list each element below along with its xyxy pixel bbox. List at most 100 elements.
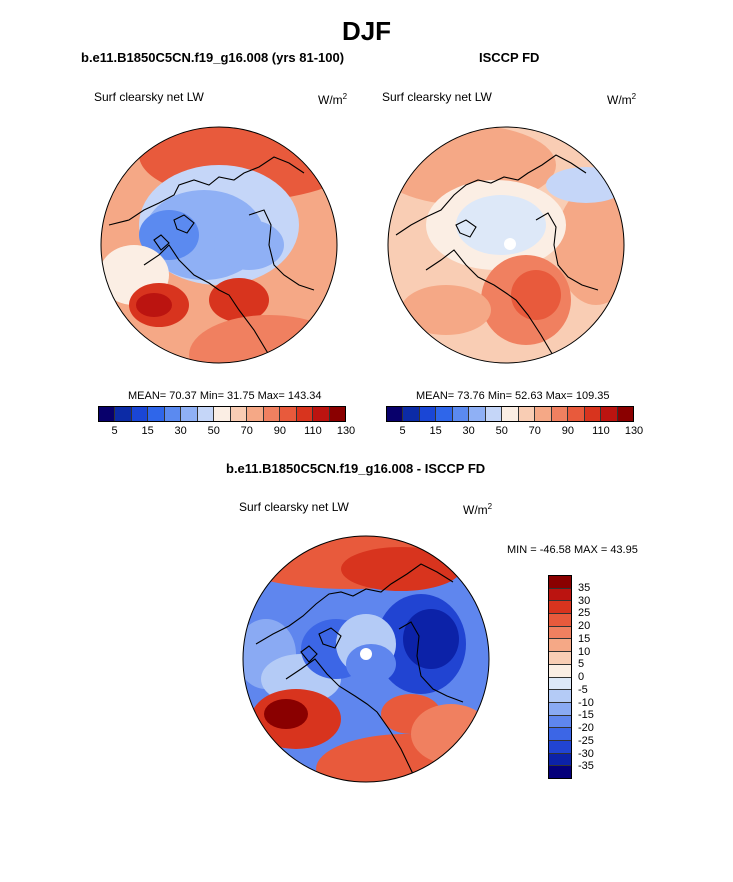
diff-colorbar-swatch — [549, 752, 571, 766]
obs-colorbar-swatch — [501, 407, 518, 421]
diff-colorbar-swatch — [549, 714, 571, 728]
diff-case-title: b.e11.B1850C5CN.f19_g16.008 - ISCCP FD — [226, 461, 486, 476]
model-colorbar-swatch — [180, 407, 197, 421]
model-colorbar-swatch — [262, 407, 280, 421]
diff-colorbar-swatch — [549, 701, 571, 715]
obs-variable-label: Surf clearsky net LW — [382, 90, 492, 104]
model-units: W/m2 — [318, 92, 348, 107]
model-colorbar-tick-label: 30 — [174, 425, 187, 437]
obs-colorbar-swatch — [600, 407, 617, 421]
model-colorbar: 5 15 30 50 70 90 110 130 — [98, 406, 355, 437]
model-colorbar-swatches — [98, 406, 346, 422]
model-colorbar-swatch — [99, 407, 115, 421]
diff-colorbar-swatch — [549, 663, 571, 677]
obs-colorbar-swatch — [550, 407, 568, 421]
obs-colorbar-swatch — [484, 407, 502, 421]
diff-variable-label: Surf clearsky net LW — [239, 500, 349, 514]
model-colorbar-swatch — [196, 407, 214, 421]
model-colorbar-swatch — [246, 407, 263, 421]
obs-colorbar-tick-label: 70 — [528, 425, 541, 437]
model-colorbar-swatch — [213, 407, 230, 421]
obs-colorbar: 5 15 30 50 70 90 110 130 — [386, 406, 643, 437]
model-colorbar-swatch — [163, 407, 181, 421]
obs-stats: MEAN= 73.76 Min= 52.63 Max= 109.35 — [416, 390, 610, 402]
diff-colorbar-tick-label: 20 — [578, 620, 591, 632]
diff-colorbar-tick-label: -15 — [578, 709, 594, 722]
diff-colorbar-tick-label: -10 — [578, 696, 594, 709]
model-stats: MEAN= 70.37 Min= 31.75 Max= 143.34 — [128, 390, 322, 402]
obs-colorbar-tick-label: 5 — [399, 425, 406, 437]
model-colorbar-swatch — [295, 407, 313, 421]
diff-colorbar-tick-label: -20 — [578, 722, 594, 734]
obs-colorbar-swatch — [567, 407, 584, 421]
obs-polar-map — [387, 126, 625, 364]
model-colorbar-swatch — [312, 407, 329, 421]
diff-colorbar-tick-label: 30 — [578, 594, 591, 607]
diff-colorbar-tick-label: -5 — [578, 683, 588, 696]
obs-colorbar-tick-label: 30 — [462, 425, 475, 437]
diff-colorbar-swatch — [549, 676, 571, 690]
diff-polar-map — [242, 535, 490, 783]
obs-colorbar-swatch — [387, 407, 403, 421]
obs-case-title: ISCCP FD — [479, 50, 540, 65]
model-colorbar-swatch — [279, 407, 296, 421]
obs-units: W/m2 — [607, 92, 637, 107]
model-colorbar-tick-label: 90 — [273, 425, 286, 437]
obs-colorbar-swatch — [616, 407, 634, 421]
diff-colorbar-tick-label: 25 — [578, 607, 591, 620]
diff-colorbar-swatch — [549, 689, 571, 702]
obs-colorbar-ticks: 5 15 30 50 70 90 110 130 — [386, 422, 643, 437]
diff-colorbar-swatch — [549, 739, 571, 753]
diff-colorbar-swatch — [549, 587, 571, 601]
diff-colorbar-swatch — [549, 600, 571, 614]
diff-colorbar-swatch — [549, 625, 571, 639]
diff-colorbar-tick-label: -35 — [578, 760, 594, 773]
obs-colorbar-swatch — [534, 407, 551, 421]
model-colorbar-swatch — [130, 407, 148, 421]
diff-stats: MIN = -46.58 MAX = 43.95 — [507, 544, 638, 556]
obs-colorbar-tick-label: 130 — [624, 425, 644, 437]
diff-colorbar-swatch — [549, 727, 571, 740]
diff-colorbar-swatches — [548, 575, 572, 779]
diff-colorbar-tick-label: 0 — [578, 671, 585, 683]
diff-colorbar-tick-label: 5 — [578, 658, 585, 671]
model-colorbar-tick-label: 5 — [111, 425, 118, 437]
obs-colorbar-swatches — [386, 406, 634, 422]
model-colorbar-swatch — [147, 407, 164, 421]
diff-colorbar-ticks: 35 30 25 20 15 10 5 0 -5 -10 -15 -20 -25 -30 -35 — [578, 575, 638, 779]
model-colorbar-tick-label: 50 — [207, 425, 220, 437]
obs-colorbar-tick-label: 110 — [592, 425, 610, 437]
obs-colorbar-swatch — [583, 407, 601, 421]
model-variable-label: Surf clearsky net LW — [94, 90, 204, 104]
model-colorbar-tick-label: 130 — [336, 425, 356, 437]
diff-colorbar — [548, 575, 572, 779]
obs-colorbar-swatch — [468, 407, 485, 421]
obs-colorbar-tick-label: 90 — [561, 425, 574, 437]
diff-colorbar-swatch — [549, 651, 571, 664]
obs-colorbar-swatch — [451, 407, 469, 421]
model-colorbar-ticks: 5 15 30 50 70 90 110 130 — [98, 422, 355, 437]
obs-colorbar-tick-label: 50 — [495, 425, 508, 437]
obs-colorbar-swatch — [517, 407, 535, 421]
diff-colorbar-tick-label: 10 — [578, 645, 591, 658]
diff-colorbar-tick-label: -30 — [578, 747, 594, 760]
figure-title: DJF — [341, 16, 392, 46]
diff-colorbar-swatch — [549, 613, 571, 626]
diff-colorbar-swatch — [549, 576, 571, 588]
obs-colorbar-swatch — [402, 407, 419, 421]
diff-colorbar-tick-label: 35 — [578, 581, 591, 594]
model-case-title: b.e11.B1850C5CN.f19_g16.008 (yrs 81-100) — [81, 50, 345, 65]
diff-colorbar-swatch — [549, 638, 571, 652]
model-polar-map — [100, 126, 338, 364]
model-colorbar-swatch — [229, 407, 247, 421]
model-colorbar-tick-label: 70 — [240, 425, 253, 437]
model-colorbar-swatch — [114, 407, 131, 421]
diff-colorbar-tick-label: -25 — [578, 734, 594, 747]
model-colorbar-swatch — [328, 407, 346, 421]
model-colorbar-tick-label: 110 — [304, 425, 322, 437]
obs-colorbar-swatch — [435, 407, 452, 421]
obs-colorbar-swatch — [418, 407, 436, 421]
obs-colorbar-tick-label: 15 — [429, 425, 442, 437]
model-colorbar-tick-label: 15 — [141, 425, 154, 437]
diff-colorbar-tick-label: 15 — [578, 632, 591, 645]
